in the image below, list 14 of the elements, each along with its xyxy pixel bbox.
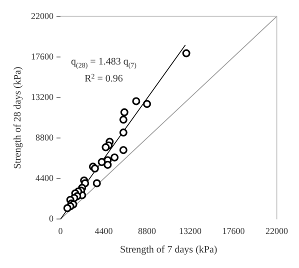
y-tick-label: 17600 <box>31 51 54 62</box>
x-axis-title: Strength of 7 days (kPa) <box>120 244 218 256</box>
y-tick-label: 0 <box>49 214 54 224</box>
x-tick-label: 22000 <box>266 226 288 236</box>
x-tick-label: 8800 <box>138 226 156 236</box>
y-tick-label: 4400 <box>36 173 54 183</box>
y-axis-title: Strength of 28 days (kPa) <box>12 66 24 169</box>
y-tick-label: 8800 <box>36 132 54 142</box>
x-tick-label: 13200 <box>179 226 202 236</box>
x-tick-label: 0 <box>58 226 64 236</box>
x-tick-label: 4400 <box>94 226 114 236</box>
x-tick-label: 17600 <box>222 226 246 236</box>
y-tick-label: 13200 <box>31 92 54 102</box>
y-tick-label: 22000 <box>31 10 54 21</box>
